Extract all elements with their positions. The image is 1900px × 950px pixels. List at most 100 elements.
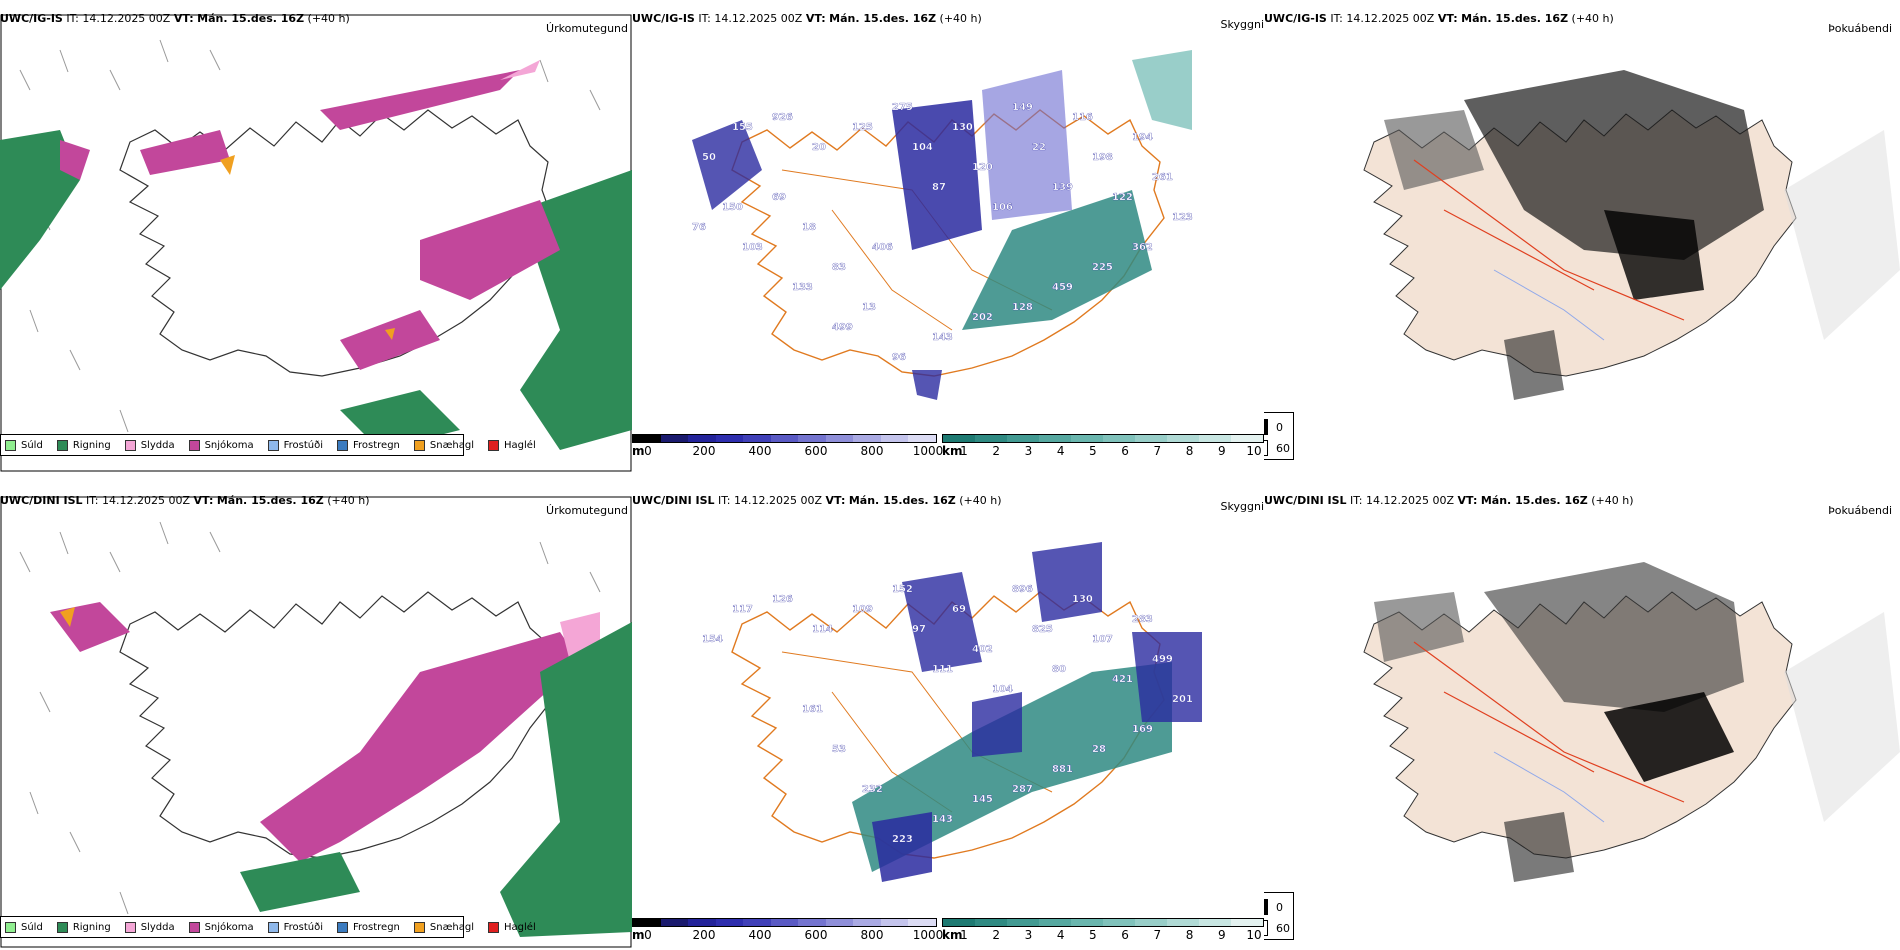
visibility-value-label: 111 [932,664,953,675]
colorbar-tick-label: 800 [860,444,884,458]
lead-time: (+40 h) [327,494,370,507]
visibility-value-label: 106 [992,202,1013,213]
visibility-value-label: 80 [1052,664,1066,675]
visibility-value-label: 926 [772,112,793,123]
panel-header: UWC/DINI ISL IT: 14.12.2025 00Z VT: Mán.… [1264,494,1634,507]
colorbar-segment [715,435,744,442]
vt-label: VT: [825,494,846,507]
visibility-panel-dini: 154 117 126 114 109 152 97 111 69 402 104 896 825 80 1… [632,492,1264,950]
field-name: Skyggni [1220,18,1264,31]
vt-label: VT: [1457,494,1478,507]
model-name: UWC/IG-IS [1264,12,1327,25]
panel-header: UWC/IG-IS IT: 14.12.2025 00Z VT: Mán. 15… [0,12,350,25]
colorbar-tick-label: 600 [804,928,828,942]
colorbar-segment [1135,435,1167,442]
colorbar-tick-label: 7 [1153,928,1162,942]
fog-map-dini [1363,562,1900,882]
visibility-value-label: 130 [1072,594,1093,605]
visibility-labels: 50 155 926 20 125 275 104 87 130 120 106 149 22 139 11… [692,102,1193,363]
colorbar-segment [1231,919,1263,926]
visibility-value-label: 123 [1172,212,1193,223]
model-name: UWC/IG-IS [0,12,63,25]
legend-item: Slydda [124,439,175,451]
colorbar-segment [1167,919,1199,926]
colorbar-tick-label: 8 [1185,444,1194,458]
model-name: UWC/DINI ISL [0,494,83,507]
visibility-value-label: 50 [702,152,716,163]
visibility-value-label: 103 [742,242,763,253]
visibility-value-label: 122 [1112,192,1133,203]
colorbar-tick-label: 400 [748,444,772,458]
vt-label: VT: [805,12,826,25]
legend-item: Frostregn [337,921,400,933]
visibility-value-label: 825 [1032,624,1053,635]
legend-item: Súld [5,921,43,933]
fog-legend-item: 0 [1264,899,1283,915]
visibility-value-label: 362 [1132,242,1153,253]
legend-item: Rigning [56,439,111,451]
fog-map-ig [1363,70,1900,400]
legend-swatch [188,921,200,933]
model-name: UWC/IG-IS [632,12,695,25]
legend-swatch [188,439,200,451]
colorbar-tick-label: 3 [1024,444,1033,458]
visibility-value-label: 69 [952,604,966,615]
visibility-bar [942,918,1264,927]
visibility-value-label: 421 [1112,674,1133,685]
visibility-value-label: 107 [1092,634,1113,645]
legend-swatch [5,439,16,451]
visibility-value-label: 145 [972,794,993,805]
legend-item: Slydda [124,921,175,933]
visibility-value-label: 459 [1052,282,1073,293]
it-value: 14.12.2025 00Z [82,12,171,25]
field-name: Skyggni [1220,500,1264,513]
fog-legend: 0 60 [1264,892,1294,940]
visibility-value-label: 202 [972,312,993,323]
colorbar-segment [660,919,689,926]
legend-swatch [124,921,136,933]
vt-value: Mán. 15.des. 16Z [216,494,324,507]
visibility-value-label: 97 [912,624,926,635]
colorbar-tick-label: 1000 [912,444,944,458]
visibility-value-label: 198 [1092,152,1113,163]
visibility-value-label: 109 [852,604,873,615]
colorbar-segment [1103,435,1135,442]
legend-item: Haglél [488,921,536,933]
vt-value: Mán. 15.des. 16Z [197,12,305,25]
legend-item: Frostúði [267,921,323,933]
visibility-value-label: 194 [1132,132,1153,143]
visibility-value-label: 283 [1132,614,1153,625]
it-label: IT: [1330,12,1343,25]
visibility-value-label: 275 [892,102,913,113]
colorbar-segment [633,919,661,926]
precip-legend: Súld Rigning Slydda Snjókoma Frostúði Fr… [0,434,536,456]
colorbar-tick-label: 0 [644,444,652,458]
visibility-value-label: 149 [1012,102,1033,113]
visibility-value-label: 139 [1052,182,1073,193]
colorbar-segment [770,919,799,926]
legend-swatch [413,439,425,451]
legend-item: Snjókoma [188,921,254,933]
colorbar-segment [1039,919,1071,926]
visibility-value-label: 152 [892,584,913,595]
colorbar-tick-label: 1 [960,444,968,458]
colorbar-tick-label: 5 [1089,928,1097,942]
legend-swatch [267,921,279,933]
ceiling-unit: m [632,444,645,458]
precip-map-ig [0,14,632,472]
visibility-value-label: 881 [1052,764,1073,775]
visibility-value-label: 261 [1152,172,1173,183]
colorbar-tick-label: 4 [1056,928,1065,942]
colorbar-segment [880,435,909,442]
visibility-value-label: 104 [912,142,933,153]
colorbar-segment [853,919,881,926]
colorbar-tick-label: 9 [1217,444,1226,458]
precip-type-panel-dini: UWC/DINI ISL IT: 14.12.2025 00Z VT: Mán.… [0,492,632,950]
colorbar-tick-label: 3 [1024,928,1033,942]
colorbar-segment [943,435,975,442]
it-value: 14.12.2025 00Z [714,12,803,25]
ceiling-colorbar: m 0 200 400 600 800 1000 [632,918,943,946]
colorbar-segment [715,919,744,926]
ceiling-bar [632,434,937,443]
colorbar-segment [880,919,909,926]
